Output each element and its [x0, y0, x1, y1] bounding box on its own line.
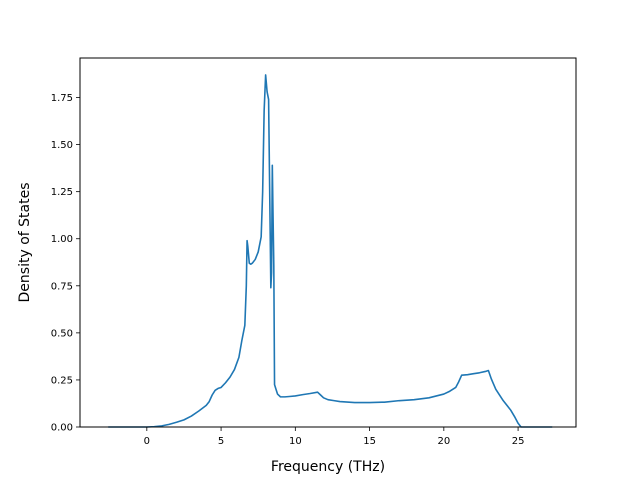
- y-tick-label: 0.00: [51, 423, 73, 434]
- dos-series-line-0: [108, 74, 553, 428]
- y-axis-ticks: 0.00 0.25 0.50 0.75 1.00 1.25 1.50 1.75: [51, 93, 80, 434]
- y-tick-label: 1.25: [51, 187, 73, 198]
- x-axis-label: Frequency (THz): [271, 459, 385, 475]
- y-tick-label: 1.50: [51, 140, 73, 151]
- y-tick-label: 0.50: [51, 328, 73, 339]
- x-axis-ticks: 0 5 10 15 20 25: [144, 427, 525, 447]
- x-tick-label: 25: [512, 436, 525, 447]
- y-axis-label: Density of States: [17, 183, 33, 303]
- y-tick-label: 1.75: [51, 93, 73, 104]
- x-tick-label: 5: [218, 436, 224, 447]
- y-tick-label: 0.25: [51, 375, 73, 386]
- x-tick-label: 15: [363, 436, 376, 447]
- y-tick-label: 0.75: [51, 281, 73, 292]
- x-tick-label: 0: [144, 436, 150, 447]
- plot-area: [108, 74, 553, 428]
- x-tick-label: 20: [437, 436, 450, 447]
- y-tick-label: 1.00: [51, 234, 73, 245]
- x-tick-label: 10: [289, 436, 302, 447]
- axes-frame: [79, 57, 577, 428]
